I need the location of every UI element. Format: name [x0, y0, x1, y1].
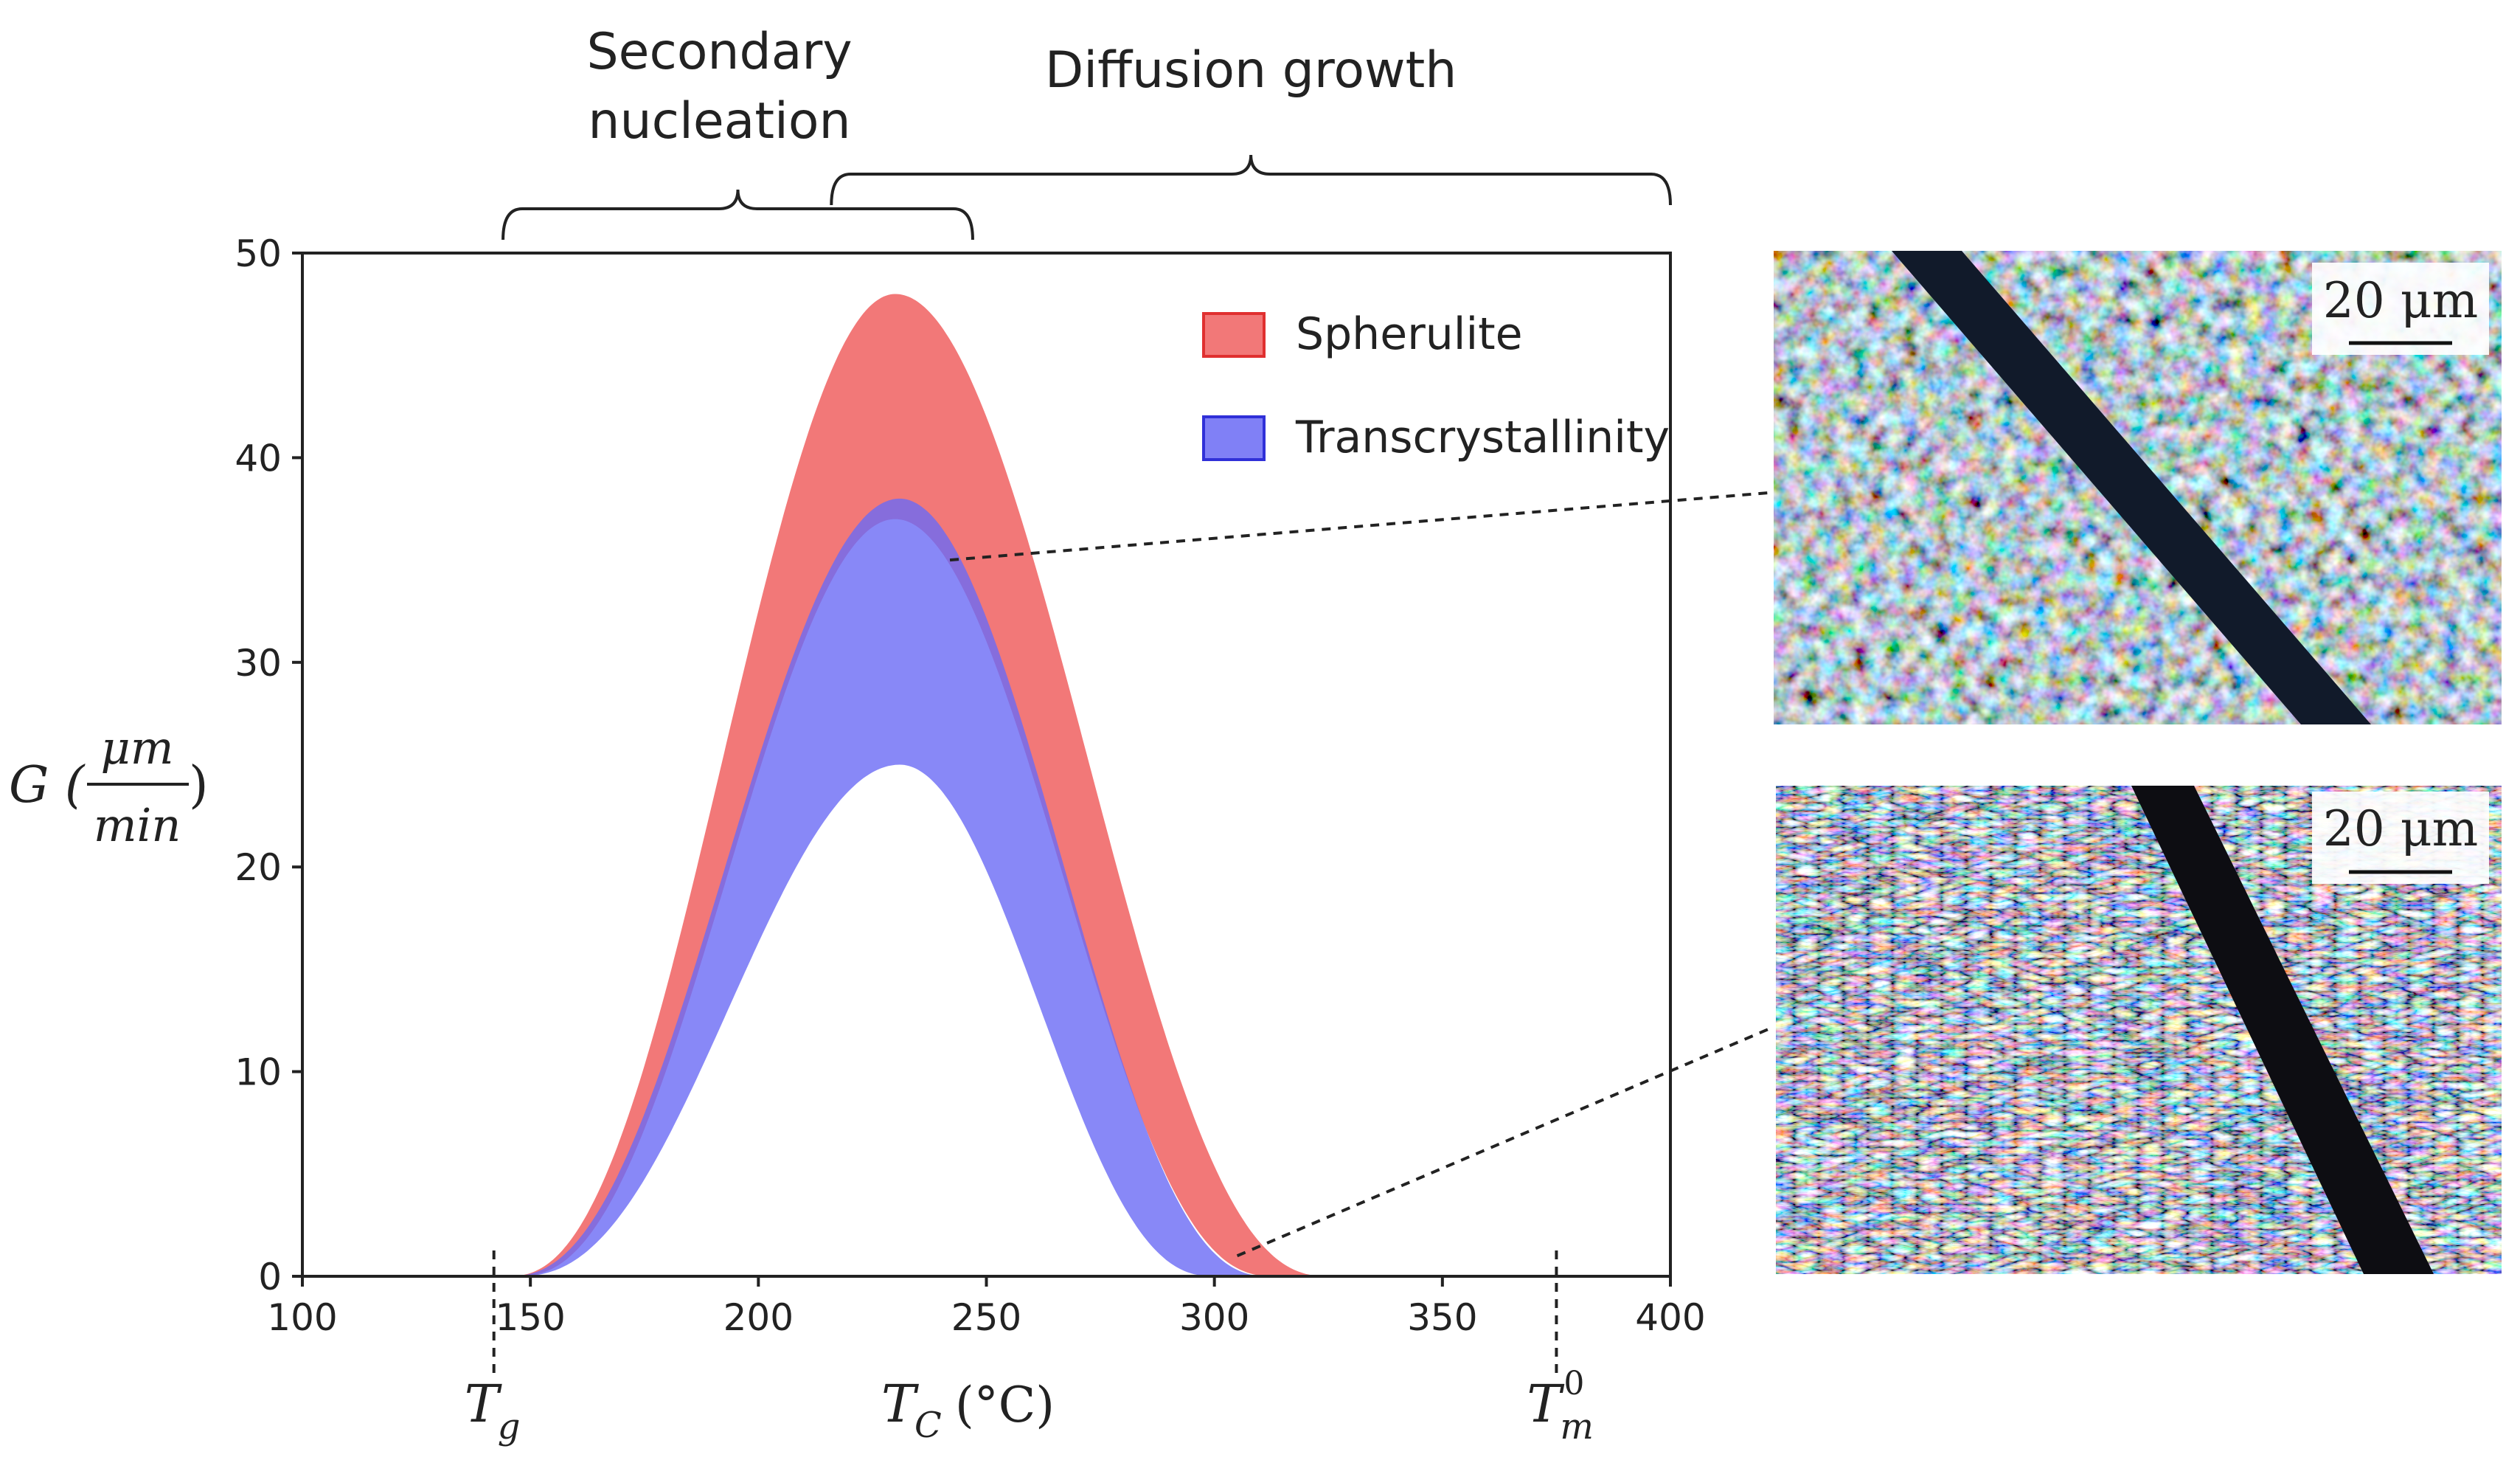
x-tick-label-150: 150: [495, 1296, 565, 1339]
temperature-markers: Tg Tm0: [465, 1250, 1594, 1447]
x-axis-label-sub: C: [914, 1405, 942, 1446]
marker-label-Tg: T: [465, 1374, 502, 1434]
y-tick-label-10: 10: [235, 1051, 282, 1094]
marker-label-sub-Tm0: m: [1560, 1406, 1594, 1447]
region-label-diffusion-growth: Diffusion growth: [1045, 41, 1457, 100]
region-label-secondary-nucleation-line1: Secondary: [586, 23, 852, 81]
legend-label-spherulite: Spherulite: [1296, 308, 1523, 360]
legend-swatch-spherulite: [1202, 312, 1266, 358]
x-tick-label-350: 350: [1407, 1296, 1477, 1339]
marker-label-Tm0: T: [1527, 1374, 1564, 1434]
y-tick-label-50: 50: [235, 232, 282, 275]
band-spherulite: [507, 294, 1329, 1276]
y-axis-label-numerator: μm: [100, 721, 173, 775]
micrograph-lower: 20 μm: [1776, 786, 2502, 1274]
series-bands: [507, 294, 1329, 1276]
y-tick-label-40: 40: [235, 437, 282, 480]
y-axis-label-main: G (: [9, 756, 86, 814]
band-transcrystallinity: [507, 498, 1269, 1276]
y-axis-label: G ( μm min ): [9, 721, 209, 852]
micrograph-upper-scale-box: [2312, 263, 2489, 355]
callout-upper-micrograph: [949, 491, 1769, 562]
x-tick-label-200: 200: [723, 1296, 794, 1339]
micrograph-upper-fiber: [1892, 251, 2371, 724]
axes: 100 150 200 250 300 350 400 0 10 20 30 40 50: [235, 232, 1705, 1339]
legend: Spherulite Transcrystallinity: [1202, 308, 1670, 463]
brace-secondary-nucleation: [501, 189, 974, 241]
legend-label-transcrystallinity: Transcrystallinity: [1295, 412, 1670, 463]
callout-lower-micrograph: [1236, 1028, 1769, 1258]
y-tick-label-0: 0: [258, 1256, 282, 1298]
marker-label-sub-Tg: g: [498, 1406, 521, 1447]
micrograph-lower-scale-box: [2312, 792, 2489, 884]
x-axis-label-unit: (°C): [955, 1377, 1055, 1433]
y-axis-label-denominator: min: [94, 798, 181, 852]
x-tick-label-100: 100: [267, 1296, 337, 1339]
micrograph-lower-scale-label: 20 μm: [2323, 800, 2478, 857]
x-tick-label-400: 400: [1635, 1296, 1705, 1339]
region-label-secondary-nucleation-line2: nucleation: [588, 92, 850, 150]
brace-diffusion-growth: [830, 154, 1672, 206]
y-tick-label-20: 20: [235, 846, 282, 889]
callouts: [949, 491, 1769, 1258]
micrograph-lower-fiber: [2131, 786, 2434, 1274]
marker-label-sup-Tm0: 0: [1563, 1365, 1584, 1402]
x-tick-label-300: 300: [1179, 1296, 1249, 1339]
micrograph-upper: 20 μm: [1774, 251, 2502, 724]
x-axis-label: T C (°C): [881, 1374, 1055, 1446]
micrograph-upper-scale-label: 20 μm: [2323, 272, 2478, 329]
x-tick-label-250: 250: [951, 1296, 1021, 1339]
x-axis-label-main: T: [881, 1374, 919, 1434]
y-tick-label-30: 30: [235, 642, 282, 685]
legend-swatch-transcrystallinity: [1202, 415, 1266, 461]
region-braces: Secondary nucleation Diffusion growth: [501, 23, 1672, 241]
y-axis-label-close: ): [189, 756, 209, 814]
